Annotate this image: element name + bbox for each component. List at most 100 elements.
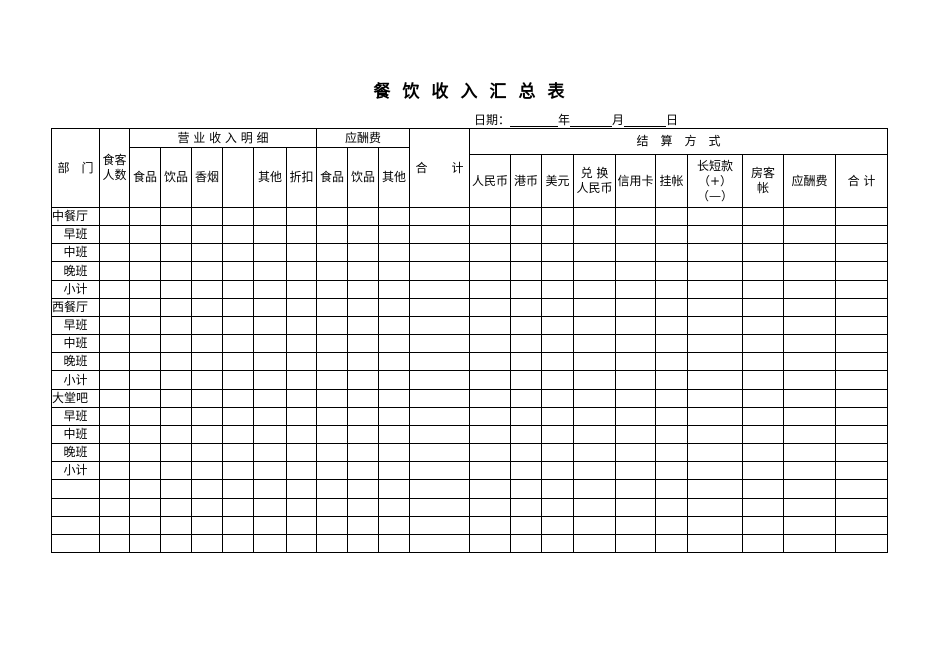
table-cell[interactable]: [99, 370, 130, 390]
table-cell[interactable]: [541, 370, 574, 390]
table-cell[interactable]: [742, 280, 784, 299]
table-cell[interactable]: [409, 280, 470, 299]
table-cell[interactable]: [286, 243, 317, 262]
table-cell[interactable]: [378, 425, 410, 444]
table-cell[interactable]: [160, 461, 192, 480]
table-cell[interactable]: [160, 243, 192, 262]
table-cell[interactable]: [347, 370, 379, 390]
table-cell[interactable]: [510, 207, 542, 226]
table-cell[interactable]: [160, 425, 192, 444]
table-cell[interactable]: [783, 516, 836, 535]
table-cell[interactable]: [222, 280, 254, 299]
table-cell[interactable]: [378, 498, 410, 517]
table-cell[interactable]: [742, 334, 784, 353]
table-cell[interactable]: [655, 443, 688, 462]
table-cell[interactable]: [316, 298, 348, 317]
table-cell[interactable]: [253, 534, 287, 553]
table-cell[interactable]: [469, 534, 511, 553]
table-cell[interactable]: [222, 370, 254, 390]
table-cell[interactable]: [222, 352, 254, 371]
table-cell[interactable]: [510, 370, 542, 390]
table-cell[interactable]: [615, 352, 656, 371]
table-cell[interactable]: [409, 352, 470, 371]
table-cell[interactable]: [222, 443, 254, 462]
table-cell[interactable]: [573, 298, 616, 317]
table-cell[interactable]: [655, 316, 688, 335]
table-cell[interactable]: [129, 479, 161, 499]
table-cell[interactable]: [573, 225, 616, 244]
table-cell[interactable]: [191, 479, 223, 499]
table-cell[interactable]: [253, 316, 287, 335]
table-cell[interactable]: [99, 316, 130, 335]
table-cell[interactable]: [687, 479, 743, 499]
table-cell[interactable]: [687, 461, 743, 480]
table-cell[interactable]: [409, 407, 470, 426]
table-cell[interactable]: [99, 534, 130, 553]
table-cell[interactable]: [286, 461, 317, 480]
table-cell[interactable]: [347, 534, 379, 553]
table-cell[interactable]: [409, 389, 470, 408]
table-cell[interactable]: [783, 407, 836, 426]
table-cell[interactable]: [469, 225, 511, 244]
table-cell[interactable]: [835, 370, 888, 390]
table-cell[interactable]: [378, 534, 410, 553]
table-cell[interactable]: [783, 225, 836, 244]
table-cell[interactable]: [409, 461, 470, 480]
table-cell[interactable]: [99, 479, 130, 499]
table-cell[interactable]: [378, 316, 410, 335]
table-cell[interactable]: [316, 225, 348, 244]
table-cell[interactable]: [510, 389, 542, 408]
table-cell[interactable]: [316, 370, 348, 390]
table-cell[interactable]: [253, 225, 287, 244]
table-cell[interactable]: [99, 443, 130, 462]
table-cell[interactable]: [783, 207, 836, 226]
table-cell[interactable]: [347, 298, 379, 317]
table-cell[interactable]: [316, 498, 348, 517]
table-cell[interactable]: [835, 334, 888, 353]
table-cell[interactable]: [541, 261, 574, 281]
table-cell[interactable]: [160, 516, 192, 535]
table-cell[interactable]: [99, 389, 130, 408]
table-cell[interactable]: [286, 534, 317, 553]
table-cell[interactable]: [253, 334, 287, 353]
table-cell[interactable]: [409, 225, 470, 244]
table-cell[interactable]: [835, 243, 888, 262]
table-cell[interactable]: [469, 479, 511, 499]
table-cell[interactable]: [541, 225, 574, 244]
table-cell[interactable]: [615, 243, 656, 262]
table-cell[interactable]: [469, 461, 511, 480]
table-cell[interactable]: [615, 534, 656, 553]
table-cell[interactable]: [687, 298, 743, 317]
table-cell[interactable]: [783, 243, 836, 262]
table-cell[interactable]: [378, 207, 410, 226]
table-cell[interactable]: [409, 243, 470, 262]
table-cell[interactable]: [378, 516, 410, 535]
table-cell[interactable]: [742, 443, 784, 462]
table-cell[interactable]: [687, 425, 743, 444]
table-cell[interactable]: [541, 461, 574, 480]
table-cell[interactable]: [835, 516, 888, 535]
table-cell[interactable]: [129, 352, 161, 371]
table-cell[interactable]: [222, 516, 254, 535]
table-cell[interactable]: [573, 443, 616, 462]
table-cell[interactable]: [347, 389, 379, 408]
table-cell[interactable]: [409, 316, 470, 335]
table-cell[interactable]: [286, 261, 317, 281]
table-cell[interactable]: [687, 207, 743, 226]
table-cell[interactable]: [191, 280, 223, 299]
table-cell[interactable]: [347, 261, 379, 281]
table-cell[interactable]: [655, 407, 688, 426]
table-cell[interactable]: [541, 443, 574, 462]
table-cell[interactable]: [316, 479, 348, 499]
table-cell[interactable]: [510, 334, 542, 353]
table-cell[interactable]: [469, 407, 511, 426]
table-cell[interactable]: [655, 207, 688, 226]
table-cell[interactable]: [286, 298, 317, 317]
table-cell[interactable]: [510, 479, 542, 499]
table-cell[interactable]: [409, 334, 470, 353]
table-cell[interactable]: [835, 479, 888, 499]
table-cell[interactable]: [541, 280, 574, 299]
table-cell[interactable]: [316, 280, 348, 299]
day-field[interactable]: [624, 114, 667, 127]
table-cell[interactable]: [655, 516, 688, 535]
